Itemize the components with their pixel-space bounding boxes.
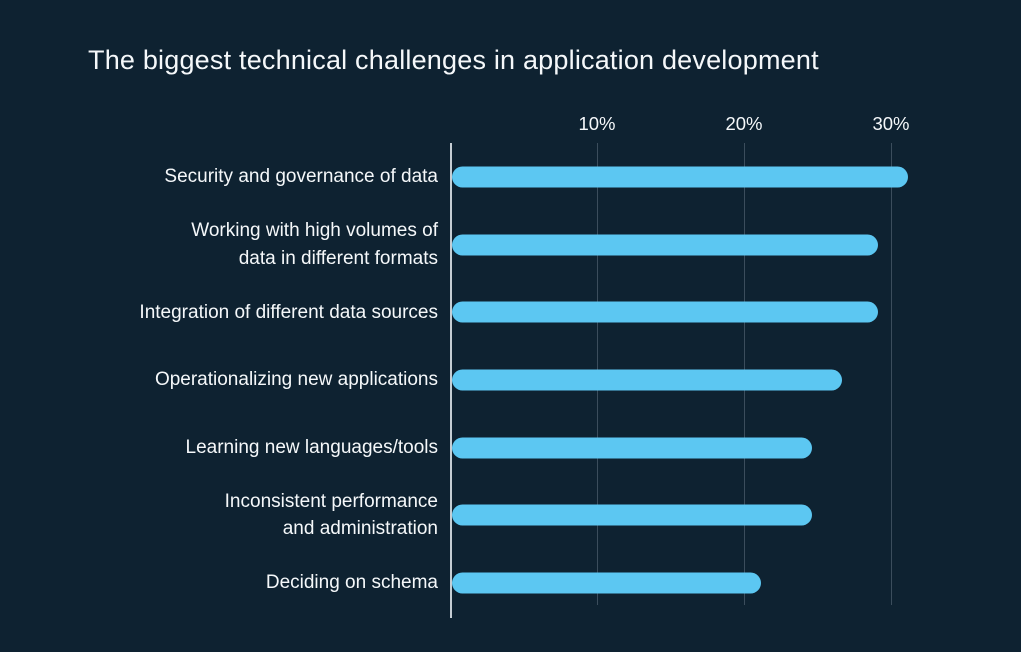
bar xyxy=(452,504,813,526)
bar-row: Inconsistent performance and administrat… xyxy=(0,482,1021,550)
x-tick-label: 30% xyxy=(872,113,910,134)
chart-title: The biggest technical challenges in appl… xyxy=(88,45,819,75)
bar-row: Operationalizing new applications xyxy=(0,346,1021,414)
bar-row: Learning new languages/tools xyxy=(0,414,1021,482)
category-label: Working with high volumes of data in dif… xyxy=(191,220,438,269)
bar-rows: Security and governance of data Working w… xyxy=(0,143,1021,617)
bar xyxy=(452,572,761,594)
x-tick-label: 20% xyxy=(725,113,763,134)
bar xyxy=(452,301,879,323)
bar-row: Deciding on schema xyxy=(0,549,1021,617)
category-label: Deciding on schema xyxy=(265,572,438,594)
bar-row: Security and governance of data xyxy=(0,143,1021,211)
category-label: Security and governance of data xyxy=(164,166,438,188)
gridline xyxy=(891,143,892,605)
bar xyxy=(452,166,908,188)
category-label: Operationalizing new applications xyxy=(154,369,438,391)
bar xyxy=(452,369,842,391)
x-tick-label: 10% xyxy=(578,113,616,134)
category-label: Learning new languages/tools xyxy=(185,436,438,458)
bar-row: Working with high volumes of data in dif… xyxy=(0,211,1021,279)
category-label: Inconsistent performance and administrat… xyxy=(224,490,438,540)
bar xyxy=(452,437,813,459)
bar-row: Integration of different data sources xyxy=(0,278,1021,346)
y-axis-line xyxy=(450,143,452,618)
x-axis-ticks: 10% 20% 30% xyxy=(0,113,1021,139)
bar xyxy=(452,234,879,256)
category-label: Integration of different data sources xyxy=(139,301,438,323)
